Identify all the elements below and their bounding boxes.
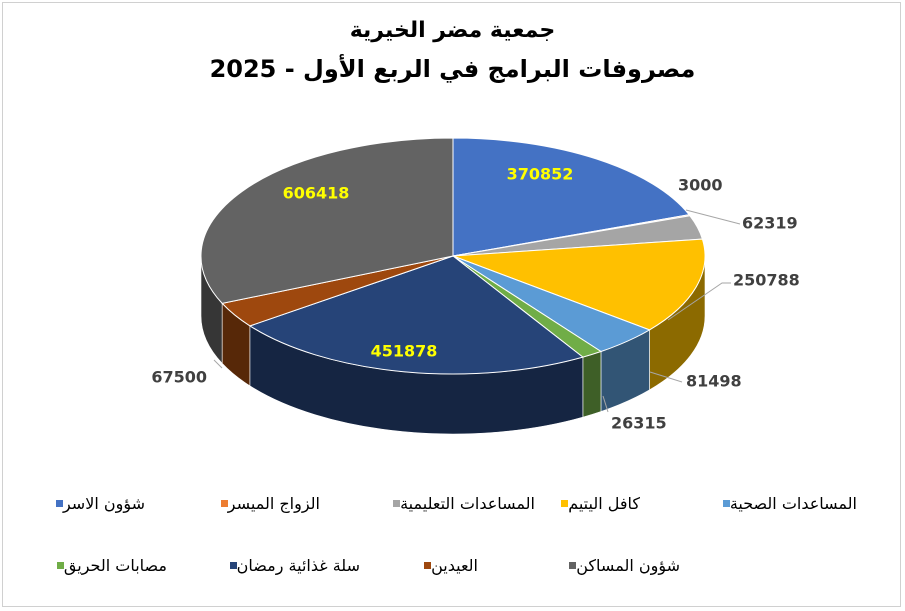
- pie-slice: [200, 137, 454, 304]
- legend-label: شؤون المساكن: [576, 556, 680, 575]
- data-label: 67500: [151, 368, 207, 387]
- data-label: 26315: [611, 414, 667, 433]
- legend-label: المساعدات التعليمية: [400, 494, 535, 513]
- legend-label: سلة غذائية رمضان: [236, 556, 360, 575]
- data-labels: 370852 3000 62319 250788 81498 26315 451878 675…: [151, 165, 799, 433]
- legend-swatch: [55, 500, 63, 507]
- legend-item-masakin: شؤون المساكن: [563, 556, 680, 575]
- legend-item-eidayn: العيدين: [418, 556, 478, 575]
- chart-subtitle: مصروفات البرامج في الربع الأول - 2025: [209, 55, 696, 83]
- legend-item-hariq: مصابات الحريق: [51, 556, 167, 575]
- legend-label: المساعدات الصحية: [729, 494, 857, 513]
- data-label: 370852: [507, 165, 574, 184]
- legend-label: كافل اليتيم: [568, 494, 640, 513]
- pie-slice: [452, 238, 706, 331]
- legend-label: شؤون الاسر: [62, 494, 145, 513]
- legend-item-zawaj: الزواج الميسر: [215, 494, 320, 513]
- legend-swatch: [229, 562, 237, 569]
- pie-slice: [452, 137, 690, 257]
- data-label: 81498: [686, 372, 742, 391]
- pie-slice: [248, 255, 584, 375]
- legend-swatch: [561, 500, 569, 507]
- data-label: 62319: [742, 214, 798, 233]
- legend-swatch: [424, 562, 432, 569]
- legend-item-yatim: كافل اليتيم: [555, 494, 640, 513]
- legend-item-sihhiya: المساعدات الصحية: [717, 494, 857, 513]
- legend-swatch: [722, 500, 730, 507]
- leader-line: [649, 371, 683, 383]
- data-label: 3000: [678, 176, 723, 195]
- legend-swatch: [569, 562, 577, 569]
- legend-label: مصابات الحريق: [63, 556, 167, 575]
- data-label: 250788: [733, 271, 800, 290]
- leader-line: [602, 395, 609, 413]
- legend-swatch: [220, 500, 228, 507]
- legend-item-ramadan: سلة غذائية رمضان: [224, 556, 360, 575]
- pie-slice-side: [582, 351, 602, 418]
- leader-line: [213, 359, 223, 369]
- legend-item-taalim: المساعدات التعليمية: [387, 494, 535, 513]
- data-label: 606418: [283, 184, 350, 203]
- leader-line: [667, 282, 731, 321]
- leader-line: [685, 209, 741, 225]
- chart-title: جمعية مضر الخيرية: [349, 18, 556, 43]
- data-label: 451878: [371, 342, 438, 361]
- legend-swatch: [56, 562, 64, 569]
- pie-side-layer: [200, 255, 706, 435]
- legend-item-usar: شؤون الاسر: [50, 494, 145, 513]
- legend-swatch: [393, 500, 401, 507]
- legend-label: العيدين: [431, 556, 478, 575]
- legend-label: الزواج الميسر: [227, 494, 320, 513]
- pie-top-layer: [200, 137, 706, 375]
